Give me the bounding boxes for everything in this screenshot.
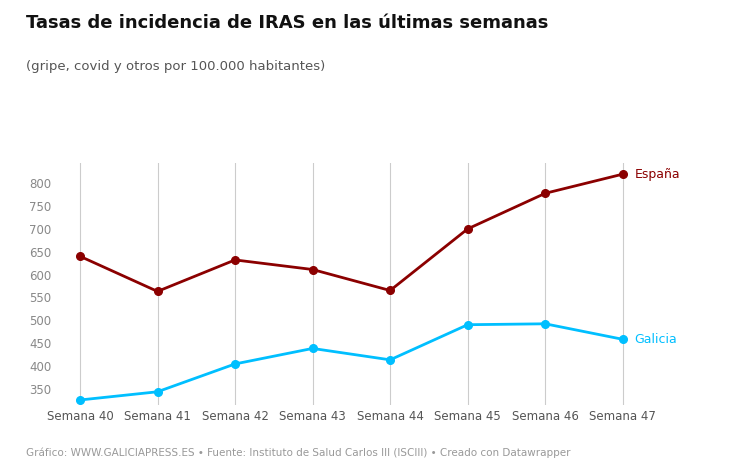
Text: Tasas de incidencia de IRAS en las últimas semanas: Tasas de incidencia de IRAS en las últim… [26,14,549,32]
Text: Gráfico: WWW.GALICIAPRESS.ES • Fuente: Instituto de Salud Carlos III (ISCIII) • : Gráfico: WWW.GALICIAPRESS.ES • Fuente: I… [26,447,571,458]
Text: España: España [634,168,680,181]
Text: (gripe, covid y otros por 100.000 habitantes): (gripe, covid y otros por 100.000 habita… [26,60,326,73]
Text: Galicia: Galicia [634,333,677,346]
